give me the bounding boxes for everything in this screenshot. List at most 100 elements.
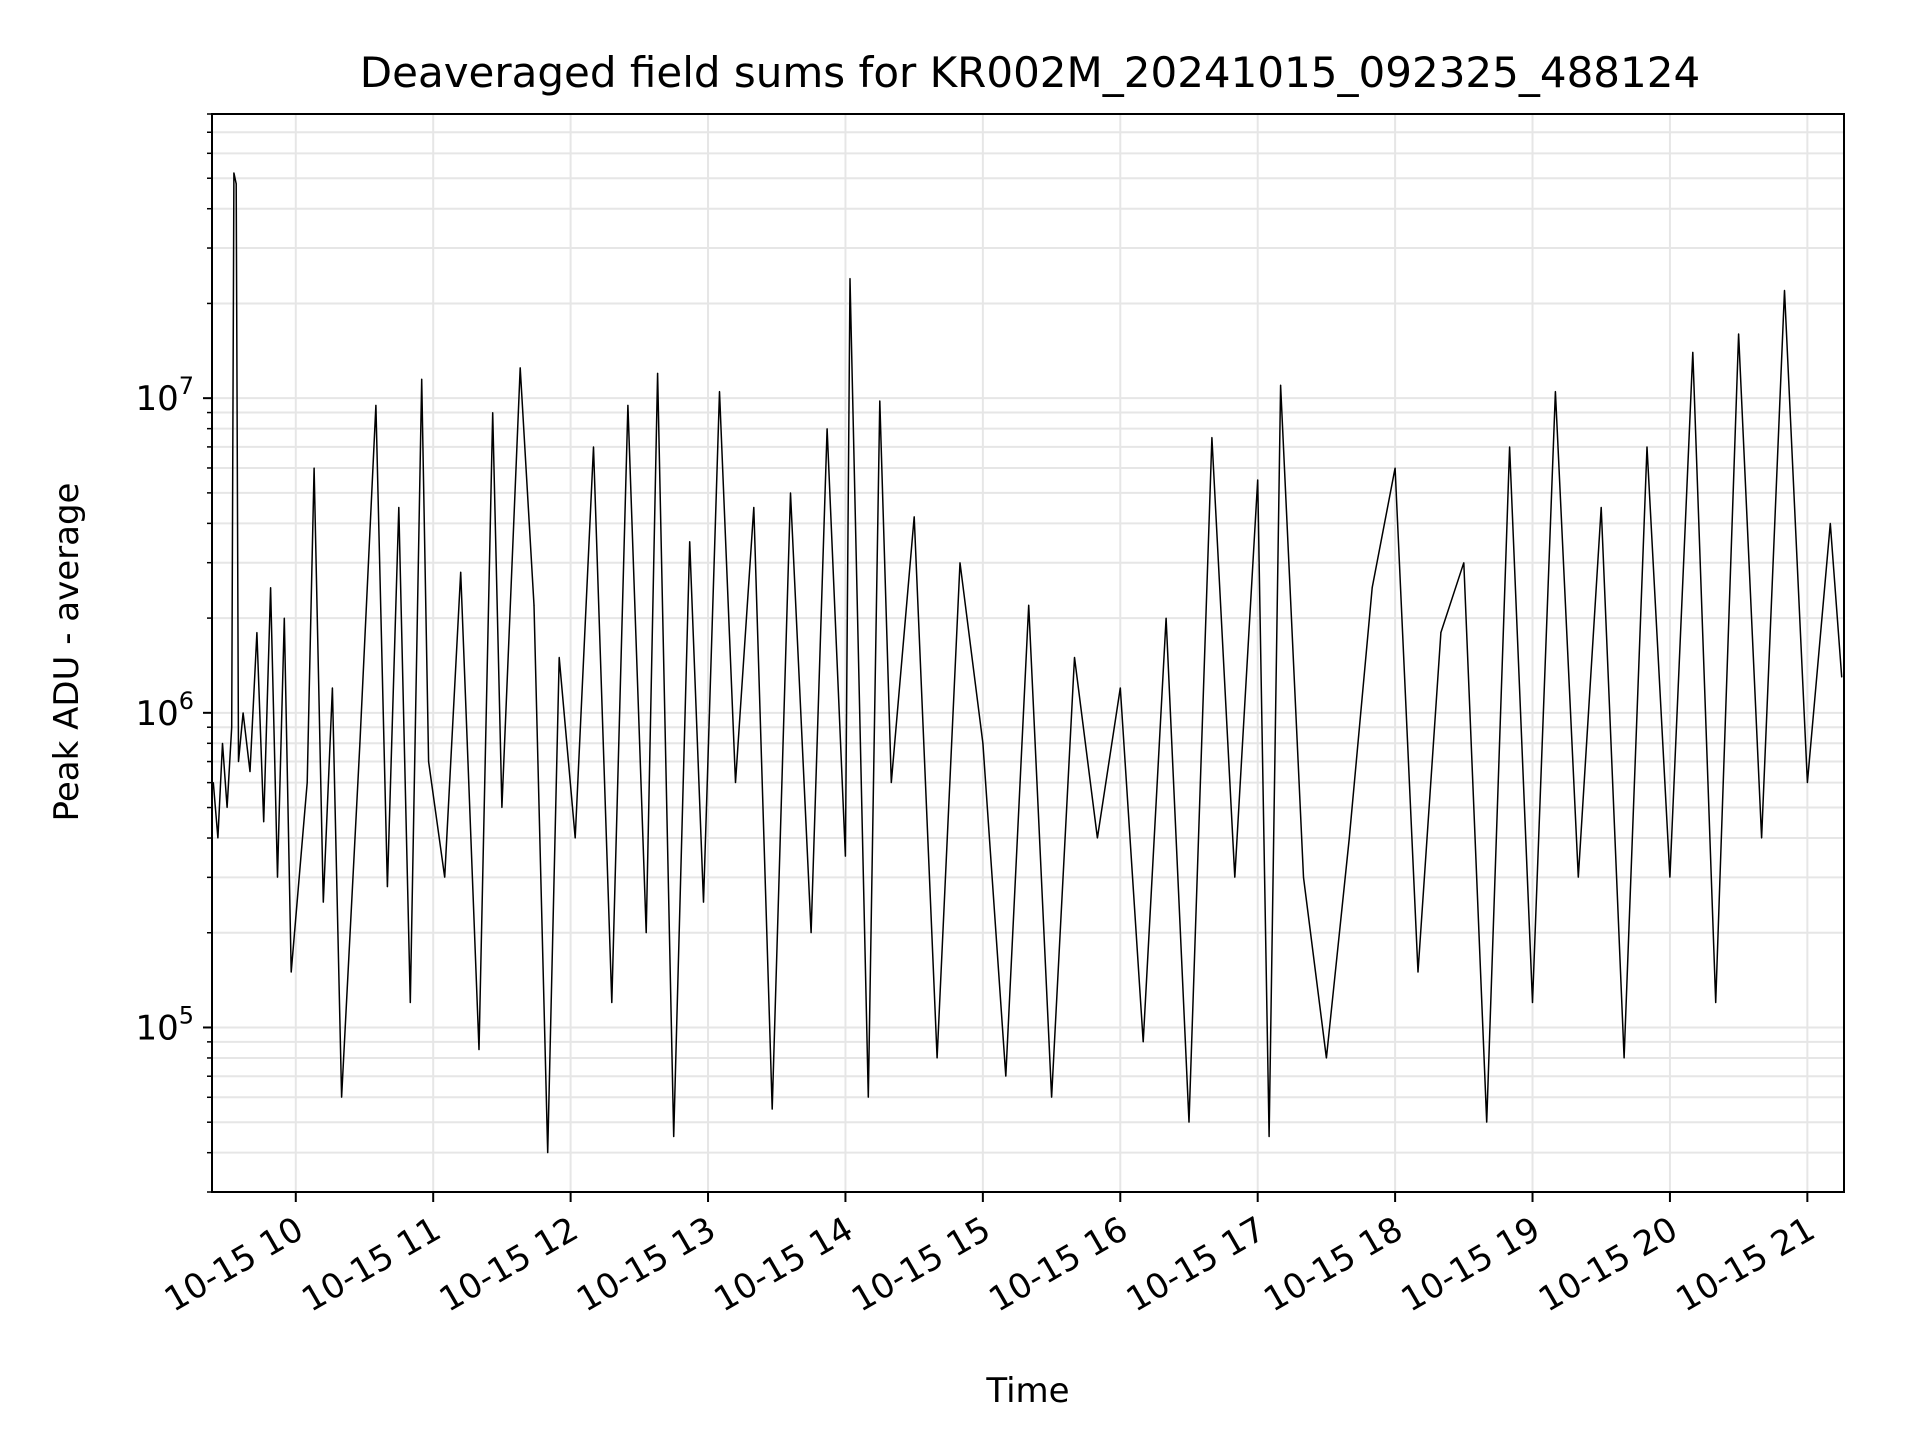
data-point: [331, 687, 333, 689]
data-point: [558, 656, 560, 659]
data-point: [306, 782, 308, 784]
chart-title: Deaveraged field sums for KR002M_2024101…: [360, 48, 1700, 97]
data-point: [1188, 1121, 1190, 1123]
data-point: [1211, 436, 1213, 439]
data-point: [1692, 351, 1694, 353]
data-point: [231, 726, 233, 728]
data-point: [237, 761, 240, 763]
y-tick-base: 10: [135, 379, 178, 419]
data-point: [519, 367, 521, 369]
data-point: [235, 183, 237, 185]
data-point: [890, 782, 892, 784]
data-point: [359, 742, 361, 744]
data-point: [1463, 562, 1465, 564]
data-point: [810, 932, 812, 934]
data-point: [1761, 837, 1763, 839]
data-point: [492, 412, 494, 414]
data-point: [1348, 837, 1350, 839]
data-point: [256, 631, 258, 634]
data-point: [574, 837, 576, 839]
data-point: [826, 428, 828, 430]
data-point: [627, 404, 629, 406]
data-point: [867, 1096, 869, 1098]
data-point: [913, 516, 915, 518]
data-point: [673, 1136, 675, 1138]
data-point: [718, 390, 721, 393]
y-axis-label: Peak ADU - average: [47, 483, 87, 822]
data-point: [611, 1002, 613, 1004]
y-tick-base: 10: [135, 694, 178, 734]
data-point: [322, 901, 324, 903]
data-point: [657, 372, 659, 374]
data-point: [1646, 446, 1648, 448]
data-point: [276, 876, 279, 878]
data-point: [428, 761, 430, 763]
y-tick-label: 106: [135, 687, 194, 734]
data-point: [398, 506, 400, 508]
data-point: [592, 446, 595, 448]
data-point: [1234, 876, 1236, 878]
data-point: [444, 876, 446, 878]
data-point: [501, 806, 503, 809]
data-point: [1096, 837, 1098, 839]
y-tick-exponent: 5: [179, 1001, 194, 1029]
data-point: [1509, 446, 1511, 448]
data-point: [226, 806, 228, 809]
data-point: [1577, 876, 1579, 878]
data-point: [734, 782, 737, 784]
data-point: [1325, 1057, 1327, 1059]
data-point: [1440, 631, 1442, 634]
data-point: [421, 378, 423, 380]
data-point: [547, 1152, 549, 1154]
data-point: [982, 742, 984, 744]
data-point: [217, 837, 219, 839]
data-point: [789, 492, 792, 494]
data-point: [879, 400, 881, 402]
grid-lines: [212, 113, 1844, 1193]
data-point: [1841, 676, 1843, 678]
data-point: [1142, 1041, 1144, 1043]
data-point: [290, 971, 292, 973]
data-point: [936, 1057, 938, 1059]
data-point: [1005, 1075, 1007, 1077]
data-point: [849, 277, 851, 280]
data-point: [1302, 876, 1305, 878]
y-tick-label: 105: [135, 1001, 194, 1048]
data-point: [1669, 876, 1671, 878]
data-point: [233, 172, 235, 174]
data-point: [263, 821, 265, 823]
data-point: [313, 467, 315, 469]
data-point: [1257, 479, 1259, 481]
data-point: [1600, 506, 1602, 508]
data-point: [1531, 1002, 1534, 1004]
data-point: [1028, 604, 1030, 606]
data-point: [375, 404, 377, 406]
data-point: [460, 571, 462, 573]
data-point: [270, 587, 272, 589]
data-point: [1829, 522, 1831, 525]
data-point: [645, 932, 647, 934]
data-point: [221, 742, 224, 744]
data-point: [702, 901, 705, 903]
data-point: [1783, 289, 1786, 291]
data-point: [844, 855, 847, 857]
data-point: [1715, 1002, 1717, 1004]
data-point: [341, 1096, 343, 1098]
data-point: [959, 562, 961, 564]
data-point: [478, 1049, 480, 1051]
data-point: [1806, 782, 1808, 784]
y-tick-exponent: 6: [179, 687, 194, 715]
data-point: [1394, 467, 1396, 469]
data-point: [1738, 333, 1740, 335]
data-point: [1623, 1057, 1625, 1059]
data-point: [753, 506, 755, 508]
data-point: [1073, 656, 1076, 659]
x-axis-label: Time: [985, 1371, 1069, 1411]
data-point: [1268, 1136, 1270, 1138]
data-point: [771, 1108, 773, 1110]
y-tick-base: 10: [135, 1008, 178, 1048]
y-tick-exponent: 7: [179, 372, 194, 400]
data-point: [1051, 1096, 1053, 1098]
